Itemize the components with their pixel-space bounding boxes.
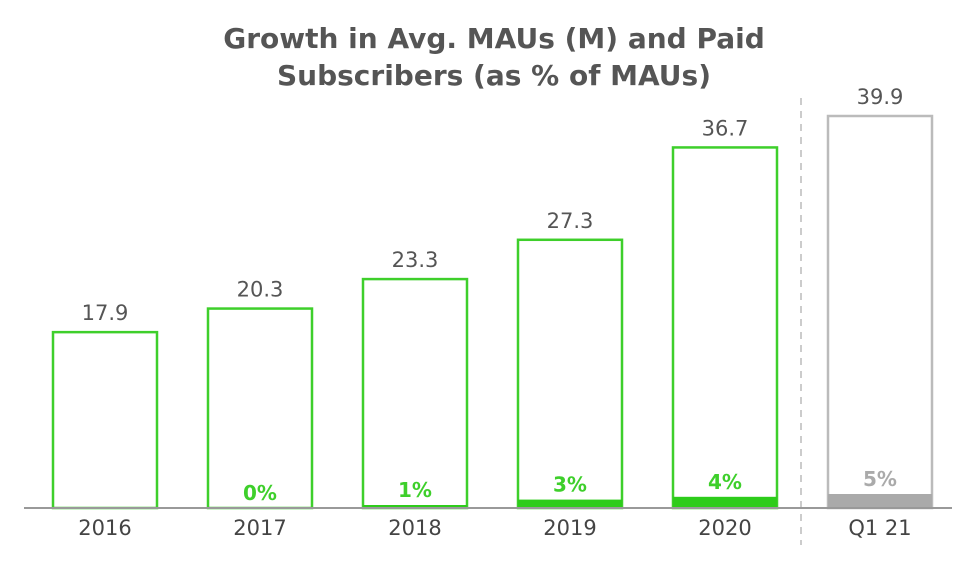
paid-pct-label-2020: 4%	[708, 470, 742, 494]
mau-value-label-2020: 36.7	[702, 116, 749, 140]
paid-pct-label-2017: 0%	[243, 481, 277, 505]
mau-value-label-2016: 17.9	[82, 301, 129, 325]
mau-value-label-2017: 20.3	[237, 278, 284, 302]
x-tick-label-2016: 2016	[78, 516, 131, 540]
mau-value-label-q1-21: 39.9	[857, 85, 904, 109]
x-tick-label-2019: 2019	[543, 516, 596, 540]
mau-bar-2020	[673, 147, 777, 508]
paid-fill-2019	[518, 500, 622, 508]
paid-pct-label-2018: 1%	[398, 478, 432, 502]
mau-bar-2019	[518, 240, 622, 508]
mau-value-label-2019: 27.3	[547, 209, 594, 233]
mau-bar-2018	[363, 279, 467, 508]
mau-value-label-2018: 23.3	[392, 248, 439, 272]
x-tick-label-2018: 2018	[388, 516, 441, 540]
chart-title-line-1: Growth in Avg. MAUs (M) and Paid	[223, 22, 765, 55]
paid-fill-q1-21	[828, 494, 932, 508]
mau-bar-2016	[53, 332, 157, 508]
mau-bar-q1-21	[828, 116, 932, 508]
chart-title-line-2: Subscribers (as % of MAUs)	[277, 59, 711, 92]
paid-pct-label-q1-21: 5%	[863, 467, 897, 491]
x-tick-label-2020: 2020	[698, 516, 751, 540]
paid-pct-label-2019: 3%	[553, 473, 587, 497]
x-axis-ticks: 2016 2017 2018 2019 2020 Q1 21	[78, 516, 911, 540]
x-tick-label-2017: 2017	[233, 516, 286, 540]
mau-bar-2017	[208, 309, 312, 508]
x-tick-label-q1-21: Q1 21	[848, 516, 911, 540]
paid-fill-2020	[673, 497, 777, 508]
